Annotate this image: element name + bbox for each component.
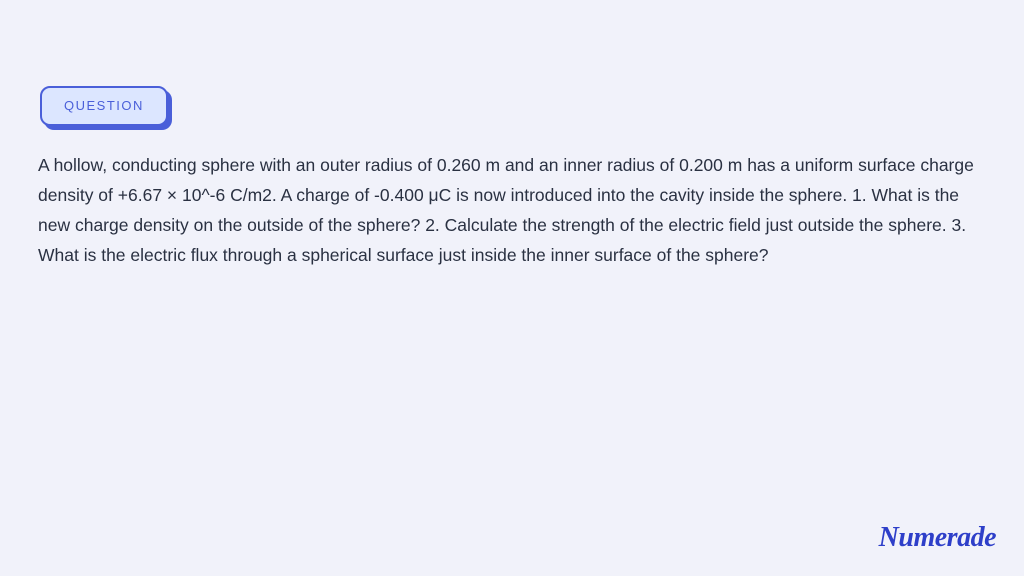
question-badge: QUESTION <box>40 86 168 126</box>
brand-logo: Numerade <box>879 522 996 554</box>
question-text: A hollow, conducting sphere with an oute… <box>38 150 986 270</box>
question-badge-label: QUESTION <box>64 98 144 113</box>
